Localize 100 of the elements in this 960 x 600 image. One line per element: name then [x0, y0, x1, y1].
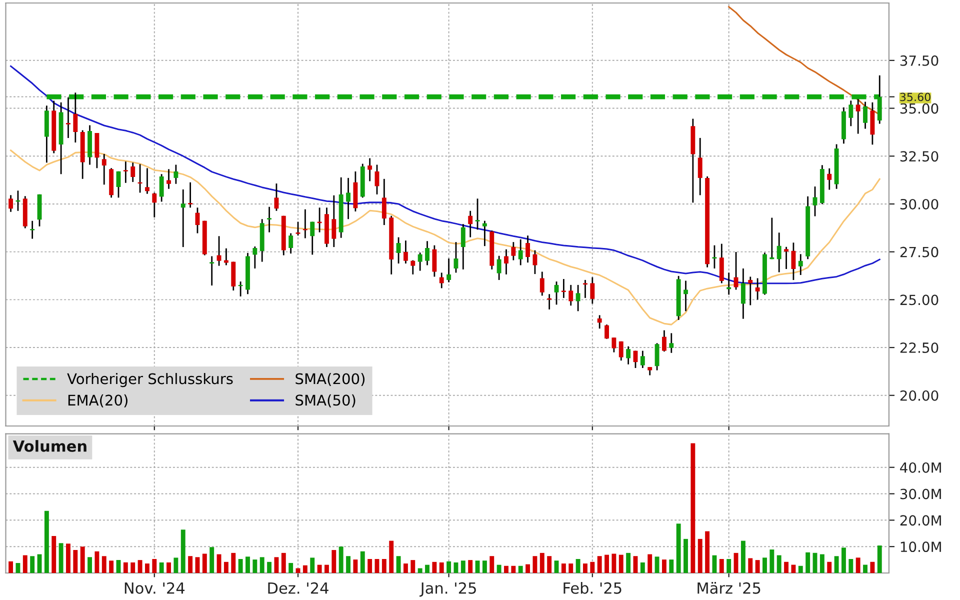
- candlestick: [518, 238, 523, 266]
- bar: [504, 566, 508, 573]
- bar: [841, 548, 846, 573]
- candlestick: [640, 350, 645, 369]
- candlestick: [180, 188, 186, 248]
- candlestick: [159, 173, 164, 202]
- candlestick: [590, 276, 595, 304]
- candlestick: [73, 92, 78, 144]
- bar: [16, 562, 20, 573]
- bar: [260, 557, 264, 573]
- legend-label: SMA(50): [296, 394, 356, 408]
- bar: [360, 551, 365, 573]
- bar: [776, 555, 782, 573]
- y-tick-label: 20.00: [900, 390, 938, 401]
- bar: [288, 562, 294, 573]
- bar: [626, 552, 631, 573]
- legend-label: EMA(20): [68, 394, 128, 408]
- bar: [475, 560, 480, 573]
- candlestick: [410, 260, 416, 276]
- bar: [540, 552, 544, 573]
- y-tick-label: 32.50: [900, 151, 938, 162]
- candlestick: [116, 170, 121, 198]
- bar: [468, 560, 473, 573]
- bar: [568, 563, 574, 573]
- candlestick: [210, 256, 214, 286]
- candlestick: [382, 178, 386, 226]
- bar: [669, 560, 674, 573]
- bar: [216, 554, 222, 573]
- candlestick: [554, 280, 559, 306]
- bar: [425, 564, 430, 573]
- bar: [281, 552, 286, 573]
- candlestick: [174, 164, 178, 185]
- candlestick: [8, 194, 14, 213]
- candlestick: [130, 162, 136, 183]
- candlestick: [425, 240, 430, 266]
- candlestick: [583, 279, 588, 299]
- bar: [576, 559, 580, 573]
- bar: [734, 552, 738, 573]
- y-tick-label: 35.60: [900, 92, 930, 102]
- bar: [389, 540, 394, 573]
- bar: [52, 536, 56, 573]
- bar: [712, 555, 717, 573]
- bar: [374, 559, 380, 573]
- candlestick: [144, 167, 150, 195]
- candlestick: [561, 278, 566, 299]
- bar: [554, 560, 559, 573]
- bar: [648, 554, 652, 573]
- candlestick: [123, 160, 128, 184]
- bar: [856, 558, 860, 573]
- candlestick: [454, 241, 458, 274]
- bar: [324, 564, 329, 573]
- bar: [590, 562, 595, 573]
- candlestick: [827, 168, 832, 191]
- bar: [130, 562, 136, 573]
- bar: [877, 546, 882, 573]
- bar: [382, 559, 386, 573]
- bar: [116, 560, 121, 573]
- candlestick: [267, 206, 272, 233]
- y-tick-label: 25.00: [900, 294, 938, 306]
- candlestick: [310, 221, 315, 256]
- bar: [166, 562, 171, 573]
- candlestick: [576, 284, 580, 312]
- bar: [346, 556, 350, 573]
- x-tick-label: Feb. '25: [564, 582, 622, 594]
- bar: [863, 564, 868, 573]
- bar: [612, 554, 616, 573]
- bar: [432, 562, 437, 573]
- bar: [726, 559, 732, 573]
- candlestick: [274, 182, 279, 212]
- bar: [102, 556, 106, 573]
- candlestick: [403, 240, 408, 264]
- candlestick: [368, 158, 372, 182]
- bar: [80, 546, 85, 573]
- candlestick: [468, 210, 473, 238]
- bar: [820, 554, 824, 573]
- bar: [310, 558, 315, 573]
- bar: [22, 555, 28, 573]
- bar: [30, 556, 35, 573]
- candlestick: [856, 98, 860, 134]
- x-tick-label: Jan. '25: [420, 582, 476, 597]
- bar: [274, 557, 279, 573]
- bar: [755, 560, 760, 573]
- bar: [252, 560, 258, 573]
- bar: [8, 561, 14, 573]
- x-tick-label: Nov. '24: [124, 582, 185, 594]
- bar: [403, 563, 408, 573]
- bar: [144, 563, 150, 573]
- bar: [180, 530, 186, 573]
- candlestick: [618, 340, 624, 362]
- x-tick-label: Dez. '24: [268, 582, 328, 594]
- bar: [791, 564, 796, 573]
- candlestick: [102, 153, 106, 186]
- bar: [798, 566, 803, 573]
- bar: [66, 544, 70, 573]
- candlestick: [496, 255, 502, 281]
- candlestick: [288, 232, 294, 254]
- bar: [439, 562, 444, 573]
- bar: [94, 551, 100, 573]
- bar: [267, 562, 272, 573]
- bar: [418, 568, 422, 573]
